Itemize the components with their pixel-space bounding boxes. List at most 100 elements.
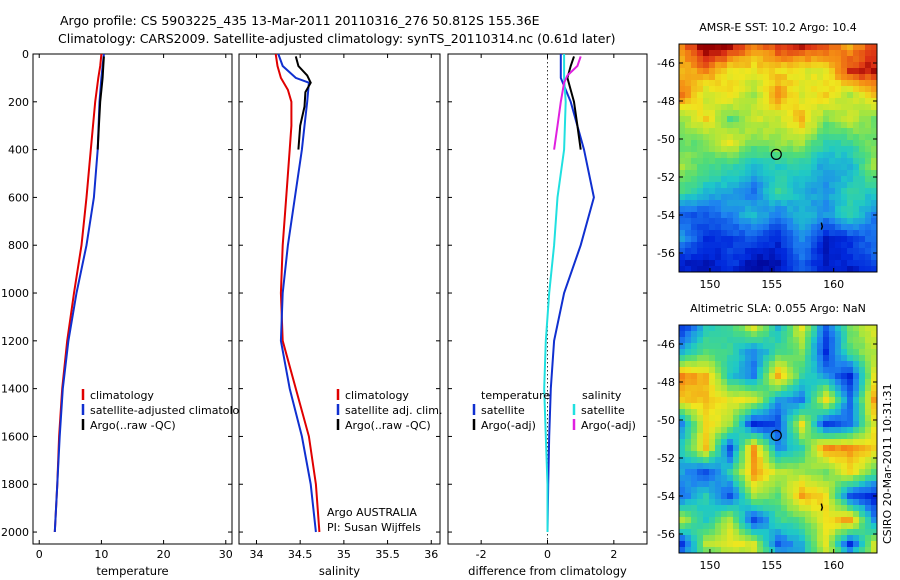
map-cell [805, 86, 812, 93]
map-cell [763, 206, 770, 213]
map-cell [787, 457, 794, 464]
map-cell [865, 152, 872, 159]
map-cell [733, 349, 740, 356]
map-cell [715, 116, 722, 123]
map-cell [757, 68, 764, 75]
map-cell [745, 44, 752, 51]
map-cell [709, 68, 716, 75]
map-cell [829, 74, 836, 81]
map-cell [835, 158, 842, 165]
map-cell [679, 164, 686, 171]
map-cell [739, 260, 746, 267]
map-cell [721, 463, 728, 470]
map-cell [805, 481, 812, 488]
map-cell [847, 367, 854, 374]
map-cell [853, 164, 860, 171]
map-cell [703, 433, 710, 440]
map-cell [709, 206, 716, 213]
map-cell [769, 337, 776, 344]
map-cell [847, 62, 854, 69]
map-cell [853, 56, 860, 63]
map-cell [853, 98, 860, 105]
map-cell [763, 188, 770, 195]
map-cell [811, 343, 818, 350]
map-cell [829, 128, 836, 135]
map-cell [805, 74, 812, 81]
map-cell [727, 68, 734, 75]
map-cell [703, 212, 710, 219]
map-cell [799, 415, 806, 422]
map-cell [865, 499, 872, 506]
map-cell [835, 433, 842, 440]
map-cell [691, 164, 698, 171]
map-cell [841, 391, 848, 398]
map-cell [865, 427, 872, 434]
map-cell [697, 439, 704, 446]
map-cell [697, 74, 704, 81]
map-cell [685, 409, 692, 416]
map-cell [715, 152, 722, 159]
map-cell [733, 403, 740, 410]
map-cell [847, 481, 854, 488]
map-cell [769, 529, 776, 536]
map-cell [685, 451, 692, 458]
map-cell [709, 397, 716, 404]
map-cell [733, 541, 740, 548]
map-cell [781, 146, 788, 153]
map-cell [751, 188, 758, 195]
map-cell [835, 325, 842, 332]
map-cell [847, 170, 854, 177]
map-cell [829, 427, 836, 434]
map-cell [841, 128, 848, 135]
float-track-mark [820, 503, 824, 511]
map-cell [811, 122, 818, 129]
map-cell [745, 451, 752, 458]
map-cell [703, 182, 710, 189]
map-cell [739, 409, 746, 416]
map-cell [763, 373, 770, 380]
map-cell [697, 403, 704, 410]
map-cell [727, 128, 734, 135]
map-cell [841, 212, 848, 219]
map-cell [763, 92, 770, 99]
map-cell [871, 463, 878, 470]
map-cell [721, 68, 728, 75]
map-cell [691, 188, 698, 195]
map-cell [781, 397, 788, 404]
map-cell [853, 457, 860, 464]
map-cell [817, 535, 824, 542]
map-cell [745, 218, 752, 225]
map-cell [847, 529, 854, 536]
map-cell [697, 122, 704, 129]
map-cell [823, 128, 830, 135]
map-cell [793, 254, 800, 261]
map-cell [811, 236, 818, 243]
map-cell [847, 463, 854, 470]
map-cell [733, 397, 740, 404]
map-cell [703, 505, 710, 512]
map-cell [847, 457, 854, 464]
map-cell [745, 260, 752, 267]
map-cell [865, 331, 872, 338]
map-cell [721, 50, 728, 57]
map-cell [721, 511, 728, 518]
map-cell [781, 242, 788, 249]
map-cell [841, 355, 848, 362]
map-cell [829, 517, 836, 524]
map-cell [721, 367, 728, 374]
map-cell [781, 547, 788, 554]
map-cell [847, 44, 854, 51]
map-cell [715, 415, 722, 422]
map-cell [829, 445, 836, 452]
map-cell [781, 343, 788, 350]
map-cell [703, 158, 710, 165]
map-cell [745, 493, 752, 500]
map-cell [715, 337, 722, 344]
map-cell [733, 463, 740, 470]
y-tick-label: 1400 [1, 383, 29, 396]
legend-entry: satellite adj. clim. [345, 404, 442, 417]
map-cell [847, 224, 854, 231]
map-cell [733, 439, 740, 446]
map-cell [715, 385, 722, 392]
map-cell [841, 535, 848, 542]
